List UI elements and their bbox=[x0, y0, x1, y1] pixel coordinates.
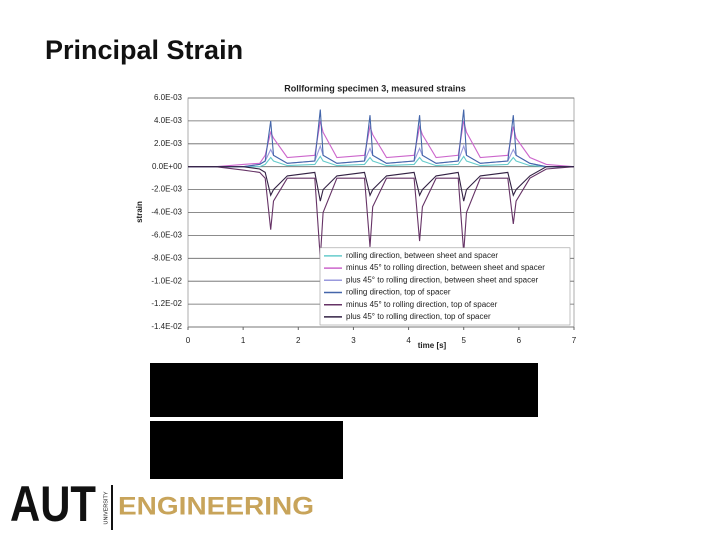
x-tick-label: 3 bbox=[351, 336, 356, 345]
redacted-block bbox=[150, 363, 538, 417]
y-tick-label: -6.0E-03 bbox=[151, 231, 182, 240]
legend-label: plus 45° to rolling direction, top of sp… bbox=[346, 312, 491, 321]
y-axis-label: strain bbox=[135, 201, 144, 223]
x-tick-label: 2 bbox=[296, 336, 301, 345]
y-tick-label: -2.0E-03 bbox=[151, 185, 182, 194]
chart-title: Rollforming specimen 3, measured strains bbox=[284, 83, 466, 93]
y-tick-label: -8.0E-03 bbox=[151, 253, 182, 262]
slide-title: Principal Strain bbox=[45, 35, 243, 65]
redacted-block bbox=[150, 421, 343, 479]
legend-label: rolling direction, top of spacer bbox=[346, 288, 451, 297]
logo-mark: AUT bbox=[10, 476, 96, 532]
y-tick-label: -1.4E-02 bbox=[151, 322, 182, 331]
series-line bbox=[188, 155, 574, 168]
y-tick-label: -1.0E-02 bbox=[151, 276, 182, 285]
logo-department: ENGINEERING bbox=[118, 493, 314, 521]
series-line bbox=[188, 109, 574, 168]
logo-divider bbox=[111, 485, 113, 530]
y-tick-label: -4.0E-03 bbox=[151, 208, 182, 217]
legend-box bbox=[319, 247, 571, 326]
legend-label: plus 45° to rolling direction, between s… bbox=[346, 275, 539, 284]
series-line bbox=[188, 166, 575, 259]
logo-university: UNIVERSITY bbox=[103, 491, 109, 524]
y-tick-label: 2.0E-03 bbox=[154, 139, 183, 148]
legend-label: rolling direction, between sheet and spa… bbox=[346, 251, 498, 260]
x-tick-label: 5 bbox=[461, 336, 466, 345]
x-tick-label: 0 bbox=[186, 336, 191, 345]
x-tick-label: 4 bbox=[406, 336, 411, 345]
x-tick-label: 7 bbox=[572, 336, 577, 345]
y-tick-label: 0.0E+00 bbox=[152, 162, 183, 171]
y-tick-label: -1.2E-02 bbox=[151, 299, 182, 308]
plot-area: 6.0E-03 4.0E-03 2.0E-03 0.0E+00 -2.0E-03 -4.0… bbox=[151, 93, 576, 345]
legend-label: minus 45° to rolling direction, between … bbox=[346, 263, 545, 272]
y-tick-label: 6.0E-03 bbox=[154, 93, 183, 102]
x-tick-label: 1 bbox=[241, 336, 246, 345]
y-tick-label: 4.0E-03 bbox=[154, 116, 183, 125]
x-axis-label: time [s] bbox=[418, 341, 447, 350]
legend-label: minus 45° to rolling direction, top of s… bbox=[346, 300, 498, 309]
x-tick-label: 6 bbox=[517, 336, 522, 345]
series-line bbox=[188, 166, 574, 202]
